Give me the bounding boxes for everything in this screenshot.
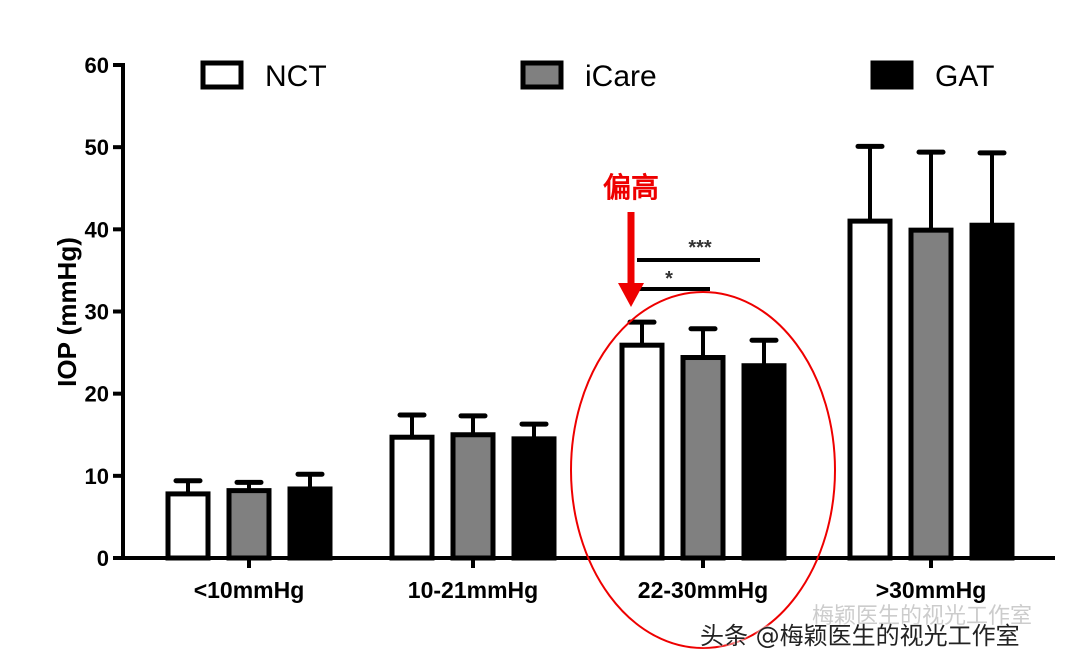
bar-nct bbox=[389, 434, 435, 561]
bar-nct bbox=[847, 218, 893, 561]
bar-gat bbox=[287, 486, 333, 561]
y-tick-label: 30 bbox=[85, 300, 109, 325]
bar-nct bbox=[619, 342, 665, 561]
legend-swatch bbox=[520, 60, 564, 90]
y-tick-label: 40 bbox=[85, 217, 109, 242]
bar-icare bbox=[450, 432, 496, 561]
y-axis-label: IOP (mmHg) bbox=[52, 237, 82, 387]
watermark: 头条 @梅颖医生的视光工作室 bbox=[700, 622, 1020, 650]
significance-label: *** bbox=[688, 237, 712, 259]
legend-label: iCare bbox=[585, 60, 657, 93]
watermark-faint: 梅颖医生的视光工作室 bbox=[812, 604, 1033, 629]
legend-label: GAT bbox=[935, 60, 994, 93]
y-tick-label: 50 bbox=[85, 135, 109, 160]
x-tick-label: 22-30mmHg bbox=[638, 577, 768, 603]
y-tick-label: 0 bbox=[97, 546, 109, 571]
legend-swatch bbox=[870, 60, 914, 90]
legend-label: NCT bbox=[265, 60, 327, 93]
x-tick-label: 10-21mmHg bbox=[408, 577, 538, 603]
bar-icare bbox=[226, 488, 272, 561]
significance-label: * bbox=[665, 268, 673, 290]
x-tick-label: >30mmHg bbox=[876, 577, 987, 603]
annotation-label: 偏高 bbox=[603, 172, 659, 203]
arrow-head-icon bbox=[618, 283, 644, 307]
bar-icare bbox=[908, 227, 954, 561]
bar-gat bbox=[511, 436, 557, 561]
bar-gat bbox=[741, 363, 787, 561]
bar-icare bbox=[680, 355, 726, 561]
y-tick-label: 10 bbox=[85, 464, 109, 489]
bar-nct bbox=[165, 491, 211, 561]
x-tick-label: <10mmHg bbox=[194, 577, 305, 603]
bar-gat bbox=[969, 222, 1015, 561]
highlight-ellipse bbox=[570, 291, 836, 649]
y-tick-label: 60 bbox=[85, 53, 109, 78]
legend-swatch bbox=[200, 60, 244, 90]
y-tick-label: 20 bbox=[85, 382, 109, 407]
